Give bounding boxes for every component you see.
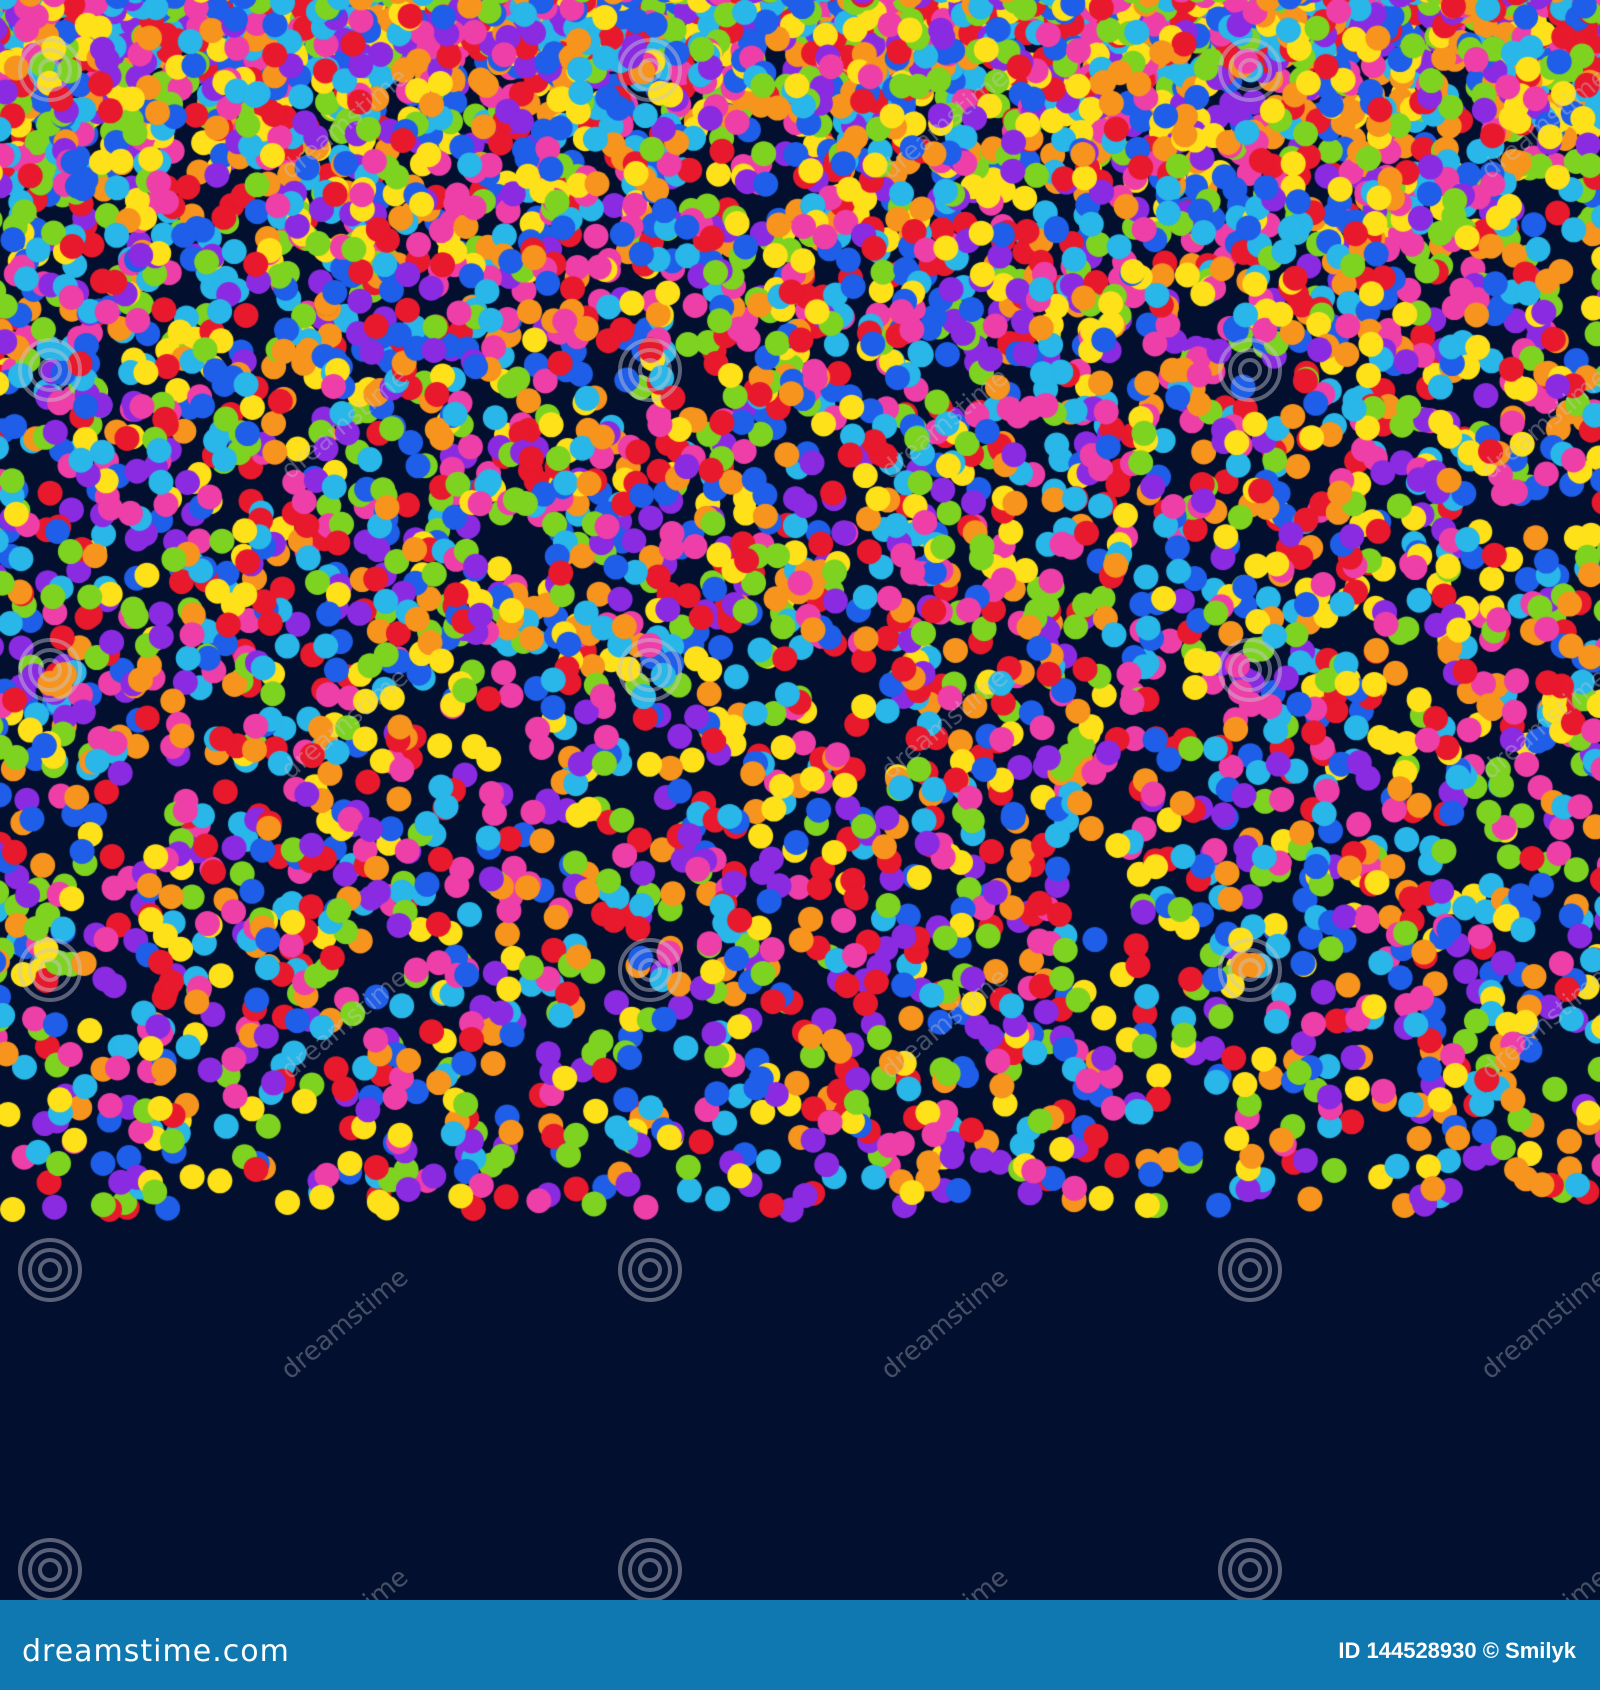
dreamstime-logo[interactable]: dreamstime.com [22, 1634, 290, 1669]
image-credit: ID 144528930 © Smilyk [1338, 1638, 1576, 1663]
confetti-illustration [0, 0, 1600, 1600]
footer-bar: dreamstime.com ID 144528930 © Smilyk [0, 1600, 1600, 1690]
